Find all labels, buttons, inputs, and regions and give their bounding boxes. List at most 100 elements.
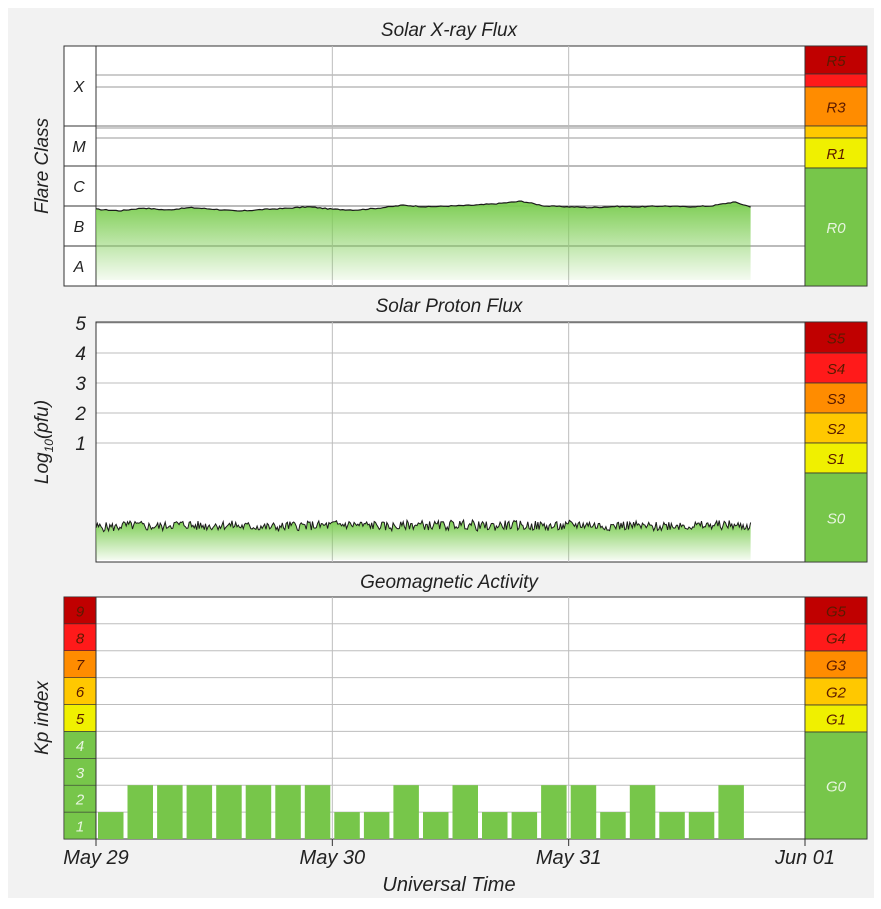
kp-bar-6: [245, 785, 272, 839]
flare-class-b: B: [74, 219, 85, 236]
scale-label-g2: G2: [826, 685, 847, 702]
kp-level-5-swatch: [63, 704, 97, 732]
kp-bar-7: [275, 785, 301, 839]
kp-bar-4: [186, 785, 213, 839]
proton-tick-1: 1: [75, 434, 86, 455]
kp-level-1-swatch: [63, 811, 97, 840]
xray-flux-title: Solar X-ray Flux: [381, 20, 519, 41]
kp-level-7-label: 7: [76, 657, 85, 674]
scale-band-blank-1: [804, 73, 868, 88]
kp-grid: [95, 597, 806, 839]
scale-label-s3: S3: [827, 391, 846, 408]
scale-label-s2: S2: [827, 421, 846, 438]
scale-band-g2: [804, 677, 868, 706]
kp-bar-21: [688, 812, 715, 839]
kp-bar-18: [600, 812, 626, 839]
kp-bar-9: [334, 812, 360, 839]
scale-band-s3: [804, 382, 868, 414]
kp-bar-13: [452, 785, 478, 839]
x-axis-label: Universal Time: [382, 874, 515, 896]
scale-band-g0: [804, 731, 868, 840]
scale-label-r5: R5: [826, 53, 846, 70]
proton-tick-4: 4: [75, 344, 86, 365]
scale-label-g4: G4: [826, 631, 846, 648]
scale-label-g1: G1: [826, 712, 846, 729]
kp-bar-8: [304, 785, 331, 839]
scale-label-r3: R3: [826, 100, 846, 117]
kp-level-6-label: 6: [76, 684, 85, 701]
scale-label-r0: R0: [826, 220, 846, 237]
xray-flux-ylabel: Flare Class: [32, 117, 53, 214]
x-tick-label-2: May 31: [536, 847, 602, 869]
kp-index-ylabel: Kp index: [32, 680, 53, 755]
proton-plot-frame: [95, 321, 868, 563]
xray-flux-line: [95, 200, 751, 212]
flare-class-a: A: [73, 259, 85, 276]
kp-level-4-swatch: [63, 731, 97, 759]
proton-tick-3: 3: [75, 374, 86, 395]
scale-label-g3: G3: [826, 658, 847, 675]
proton-flux-title: Solar Proton Flux: [376, 296, 524, 317]
scale-label-g0: G0: [826, 779, 847, 796]
solar-radiation-scale: S5 S4 S3 S2 S1 S0: [804, 321, 868, 563]
scale-label-s4: S4: [827, 361, 845, 378]
scale-label-s1: S1: [827, 451, 845, 468]
kp-level-9-swatch: [63, 596, 97, 625]
kp-bar-20: [659, 812, 685, 839]
flare-class-c: C: [73, 179, 85, 196]
scale-band-g1: [804, 704, 868, 733]
kp-bar-15: [511, 812, 538, 839]
kp-level-5-label: 5: [76, 711, 85, 728]
kp-level-7-swatch: [63, 650, 97, 678]
kp-color-column: 1 2 3 4 5 6 7 8 9: [63, 596, 97, 840]
scale-label-r1: R1: [826, 146, 845, 163]
proton-ylabel-sub: 10: [42, 439, 56, 453]
kp-level-4-label: 4: [76, 738, 84, 755]
x-tick-label-3: Jun 01: [774, 847, 835, 869]
kp-level-9-label: 9: [76, 603, 85, 620]
proton-flux-ylabel: Log10(pfu): [32, 400, 56, 484]
geomagnetic-title: Geomagnetic Activity: [360, 572, 539, 593]
kp-level-3-swatch: [63, 757, 97, 786]
scale-label-s0: S0: [827, 511, 846, 528]
kp-bar-11: [393, 785, 419, 839]
geomagnetic-panel: Geomagnetic Activity Kp index 123456789 …: [32, 572, 868, 840]
kp-level-8-label: 8: [76, 630, 85, 647]
kp-bar-22: [718, 785, 744, 839]
kp-bar-17: [570, 785, 597, 839]
kp-bar-19: [629, 785, 656, 839]
proton-tick-5: 5: [75, 314, 86, 335]
xray-flux-area: [96, 201, 751, 280]
scale-band-s0: [804, 472, 868, 563]
scale-band-r5: [804, 45, 868, 75]
scale-band-g3: [804, 650, 868, 679]
scale-band-s5: [804, 321, 868, 354]
x-axis: May 29 May 30 May 31 Jun 01: [63, 839, 835, 869]
scale-label-s5: S5: [827, 331, 846, 348]
kp-bar-1: [98, 812, 124, 839]
scale-band-g4: [804, 623, 868, 652]
scale-band-s4: [804, 352, 868, 384]
scale-band-blank-3: [804, 125, 868, 139]
kp-level-3-label: 3: [76, 765, 85, 782]
proton-grid: 1 2 3 4 5: [74, 314, 806, 562]
proton-ylabel-end: (pfu): [32, 400, 53, 439]
radio-blackout-scale: R5 R3 R1 R0: [804, 45, 868, 287]
flare-class-x: X: [73, 79, 86, 96]
kp-bars: [98, 785, 744, 839]
proton-ylabel-main: Log: [32, 452, 53, 484]
proton-data: [95, 518, 752, 560]
scale-band-s2: [804, 412, 868, 444]
kp-bar-12: [423, 812, 449, 839]
geomagnetic-storm-scale: G5 G4 G3 G2 G1 G0: [804, 596, 868, 840]
kp-bar-10: [363, 812, 390, 839]
x-tick-label-0: May 29: [63, 847, 129, 869]
kp-level-1-label: 1: [76, 819, 84, 836]
kp-bar-14: [482, 812, 508, 839]
kp-bar-16: [541, 785, 567, 839]
xray-data: [95, 200, 751, 280]
x-tick-label-1: May 30: [300, 847, 366, 869]
